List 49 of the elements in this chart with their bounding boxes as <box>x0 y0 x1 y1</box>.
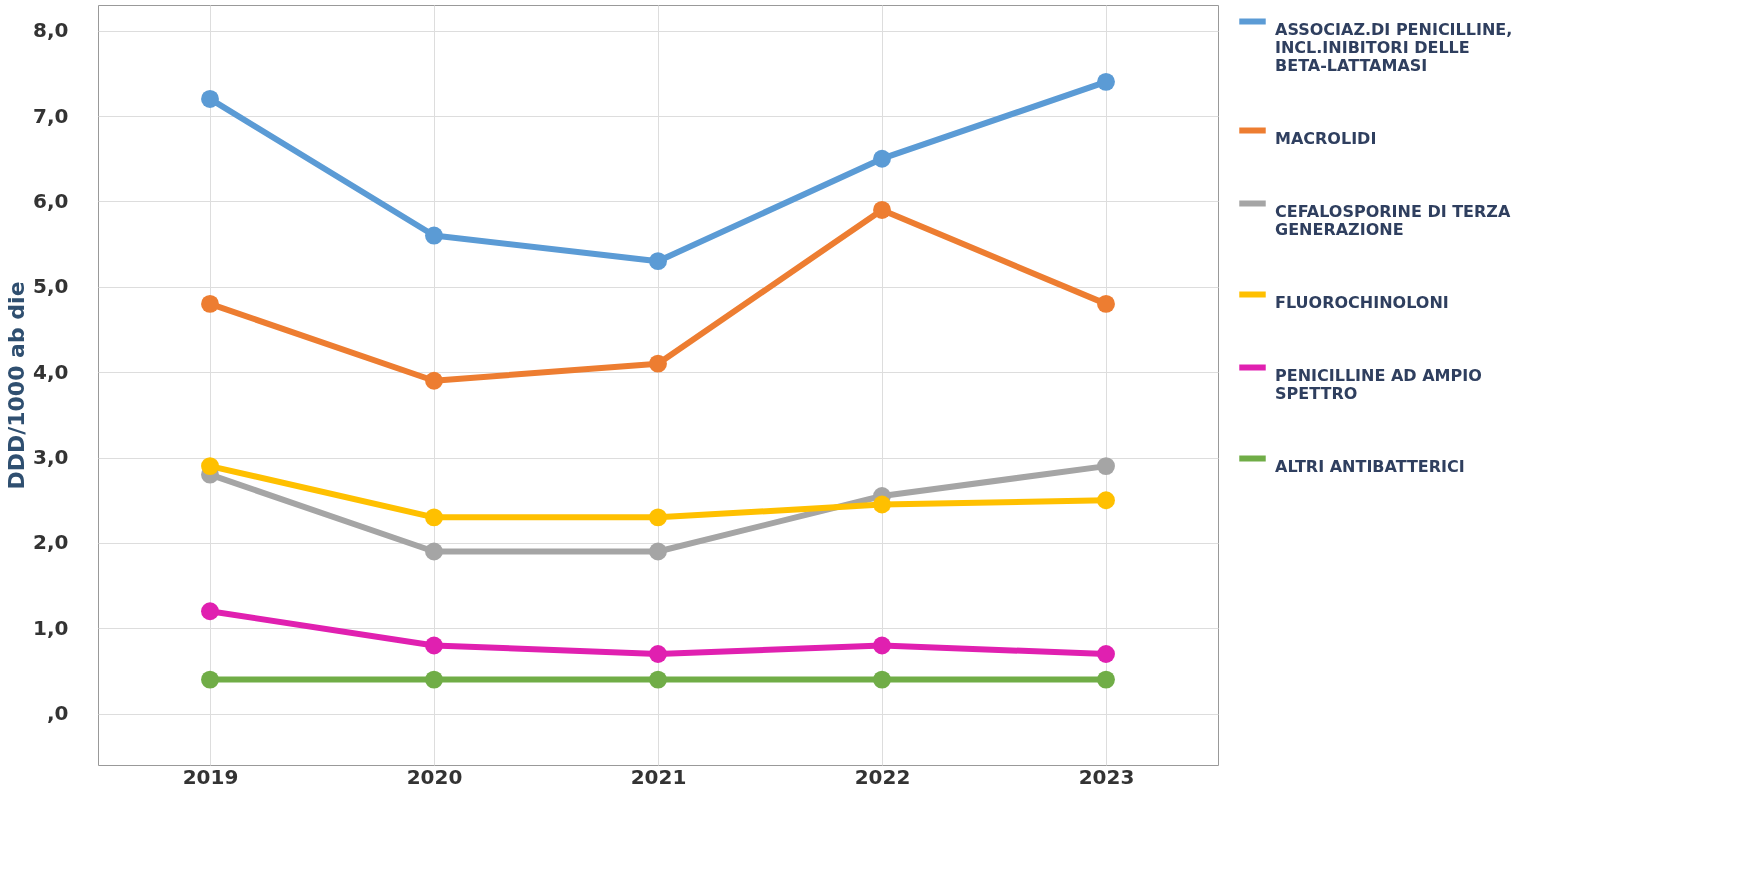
point <box>1097 491 1115 510</box>
y-tick-label: 6,0 <box>33 188 69 213</box>
x-tick-label: 2020 <box>406 764 463 789</box>
point <box>201 602 219 621</box>
point <box>1097 670 1115 689</box>
y-tick-label: 5,0 <box>33 274 69 299</box>
y-tick-label: ,0 <box>46 701 69 726</box>
y-tick-label: 8,0 <box>33 18 69 43</box>
point <box>1097 294 1115 313</box>
point <box>425 226 443 245</box>
y-tick-label: 3,0 <box>33 445 69 470</box>
y-tick-label: 4,0 <box>33 359 69 384</box>
point <box>873 495 891 514</box>
point <box>649 508 667 527</box>
point <box>425 542 443 561</box>
y-tick-label: 1,0 <box>33 615 69 640</box>
point <box>1097 645 1115 663</box>
point <box>873 670 891 689</box>
point <box>649 252 667 271</box>
point <box>425 670 443 689</box>
x-tick-label: 2019 <box>182 764 239 789</box>
legend-label: PENICILLINE AD AMPIO SPETTRO <box>1275 365 1482 403</box>
point <box>201 670 219 689</box>
point <box>873 149 891 168</box>
point <box>649 670 667 689</box>
x-tick-label: 2023 <box>1078 764 1135 789</box>
point <box>649 645 667 663</box>
legend-label: MACROLIDI <box>1275 128 1377 148</box>
point <box>425 371 443 390</box>
x-tick-label: 2022 <box>854 764 911 789</box>
point <box>425 508 443 527</box>
point <box>201 457 219 476</box>
point <box>425 636 443 655</box>
point <box>201 294 219 313</box>
point <box>201 90 219 108</box>
point <box>873 636 891 655</box>
x-tick-label: 2021 <box>630 764 687 789</box>
point <box>649 354 667 373</box>
point <box>1097 457 1115 476</box>
legend-label: ASSOCIAZ.DI PENICILLINE, INCL.INIBITORI DELLE BETA-LATTAMASI <box>1275 19 1513 75</box>
y-axis-title: DDD/1000 ab die <box>4 281 30 490</box>
point <box>1097 72 1115 91</box>
point <box>649 542 667 561</box>
legend-label: FLUOROCHINOLONI <box>1275 292 1449 312</box>
legend-label: ALTRI ANTIBATTERICI <box>1275 456 1465 476</box>
point <box>873 201 891 219</box>
y-tick-label: 7,0 <box>33 103 69 128</box>
legend-label: CEFALOSPORINE DI TERZA GENERAZIONE <box>1275 201 1511 239</box>
y-tick-label: 2,0 <box>33 530 69 555</box>
